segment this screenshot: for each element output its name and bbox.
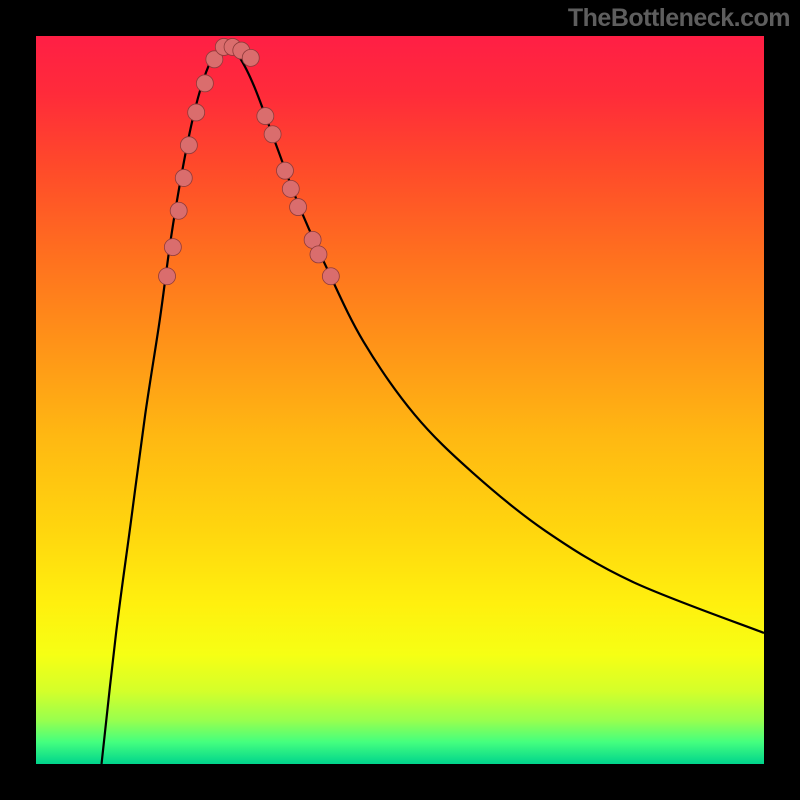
data-marker <box>159 268 176 285</box>
data-marker <box>170 202 187 219</box>
data-marker <box>264 126 281 143</box>
watermark-text: TheBottleneck.com <box>568 4 790 33</box>
data-marker <box>188 104 205 121</box>
data-marker <box>180 137 197 154</box>
data-marker <box>310 246 327 263</box>
chart-root: TheBottleneck.com <box>0 0 800 800</box>
data-marker <box>196 75 213 92</box>
gradient-background <box>36 36 764 764</box>
data-marker <box>164 239 181 256</box>
data-marker <box>322 268 339 285</box>
bottleneck-chart <box>36 36 764 764</box>
data-marker <box>276 162 293 179</box>
data-marker <box>257 108 274 125</box>
data-marker <box>290 199 307 216</box>
data-marker <box>242 49 259 66</box>
data-marker <box>282 180 299 197</box>
data-marker <box>175 169 192 186</box>
